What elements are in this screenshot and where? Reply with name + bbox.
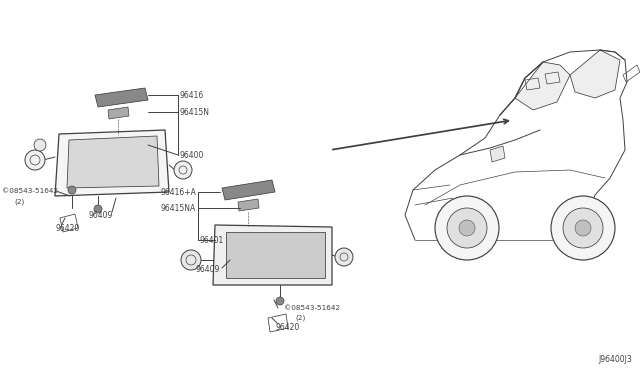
Polygon shape — [67, 136, 159, 188]
Polygon shape — [226, 232, 325, 278]
Text: 96409: 96409 — [88, 211, 113, 219]
Circle shape — [276, 297, 284, 305]
Text: 96415NA: 96415NA — [161, 203, 196, 212]
Text: 96420: 96420 — [276, 324, 300, 333]
Polygon shape — [55, 130, 169, 196]
Circle shape — [335, 248, 353, 266]
Circle shape — [563, 208, 603, 248]
Circle shape — [551, 196, 615, 260]
Text: J96400J3: J96400J3 — [598, 356, 632, 365]
Circle shape — [94, 205, 102, 213]
Text: 96400: 96400 — [180, 151, 204, 160]
Circle shape — [435, 196, 499, 260]
Polygon shape — [222, 180, 275, 200]
Polygon shape — [238, 199, 259, 211]
Circle shape — [68, 186, 76, 194]
Text: 96415N: 96415N — [180, 108, 210, 116]
Polygon shape — [95, 88, 148, 107]
Text: ©08543-51642: ©08543-51642 — [284, 305, 340, 311]
Circle shape — [447, 208, 487, 248]
Text: 96401: 96401 — [200, 235, 224, 244]
Circle shape — [34, 139, 46, 151]
Circle shape — [459, 220, 475, 236]
Polygon shape — [515, 62, 570, 110]
Circle shape — [181, 250, 201, 270]
Circle shape — [174, 161, 192, 179]
Polygon shape — [213, 225, 332, 285]
Text: 96416+A: 96416+A — [160, 187, 196, 196]
Text: (2): (2) — [14, 199, 24, 205]
Text: 96416: 96416 — [180, 90, 204, 99]
Polygon shape — [570, 50, 620, 98]
Circle shape — [575, 220, 591, 236]
Polygon shape — [108, 107, 129, 119]
Circle shape — [25, 150, 45, 170]
Text: 96409: 96409 — [196, 266, 220, 275]
Text: ©08543-51642: ©08543-51642 — [2, 188, 58, 194]
Text: (2): (2) — [295, 315, 305, 321]
Text: 96420: 96420 — [55, 224, 79, 232]
Polygon shape — [490, 146, 505, 162]
